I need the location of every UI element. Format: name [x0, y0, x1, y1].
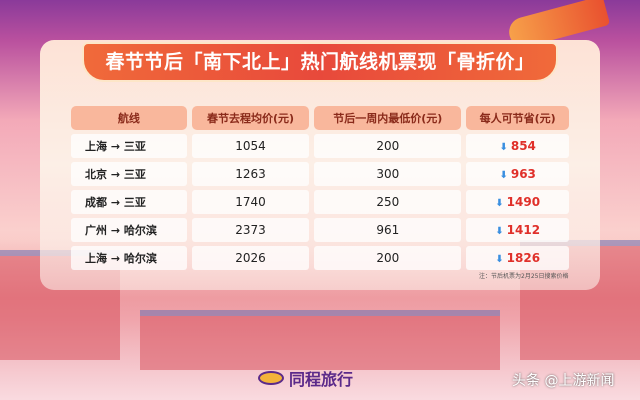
down-arrow-icon: ⬇ [499, 170, 508, 181]
route-cell: 上海 → 三亚 [71, 134, 187, 158]
route-cell: 北京 → 三亚 [71, 162, 187, 186]
lowest-price-cell: 200 [314, 134, 462, 158]
avg-price-cell: 1263 [191, 162, 310, 186]
lowest-price-cell: 300 [314, 162, 462, 186]
savings-value: 1826 [506, 251, 541, 265]
avg-price-cell: 1054 [191, 134, 310, 158]
table-row: 广州 → 哈尔滨 2373 961 ⬇ 1412 [71, 218, 569, 242]
savings-cell: ⬇ 1412 [466, 218, 569, 242]
price-table: 航线 春节去程均价(元) 节后一周内最低价(元) 每人可节省(元) 上海 → 三… [66, 102, 574, 274]
down-arrow-icon: ⬇ [495, 226, 504, 237]
page-title: 春节节后「南下北上」热门航线机票现「骨折价」 [82, 42, 558, 82]
avg-price-cell: 1740 [191, 190, 310, 214]
header-route: 航线 [71, 106, 187, 130]
lowest-price-cell: 200 [314, 246, 462, 270]
savings-value: 1490 [506, 195, 541, 209]
avg-price-cell: 2026 [191, 246, 310, 270]
savings-cell: ⬇ 1826 [466, 246, 569, 270]
down-arrow-icon: ⬇ [499, 142, 508, 153]
brand-logo: 同程旅行 [258, 366, 353, 390]
savings-cell: ⬇ 963 [466, 162, 569, 186]
table-row: 上海 → 哈尔滨 2026 200 ⬇ 1826 [71, 246, 569, 270]
lowest-price-cell: 961 [314, 218, 462, 242]
header-lowest-price: 节后一周内最低价(元) [314, 106, 462, 130]
down-arrow-icon: ⬇ [495, 254, 504, 265]
logo-icon [258, 371, 284, 385]
lowest-price-cell: 250 [314, 190, 462, 214]
avg-price-cell: 2373 [191, 218, 310, 242]
table-row: 北京 → 三亚 1263 300 ⬇ 963 [71, 162, 569, 186]
savings-value: 1412 [506, 223, 541, 237]
header-savings: 每人可节省(元) [466, 106, 569, 130]
brand-name: 同程旅行 [289, 370, 354, 389]
footnote: 注：节后机票为2月25日搜索价格 [479, 273, 569, 280]
watermark: 头条 @上游新闻 [512, 373, 615, 389]
header-avg-price: 春节去程均价(元) [191, 106, 310, 130]
route-cell: 上海 → 哈尔滨 [71, 246, 187, 270]
table-row: 上海 → 三亚 1054 200 ⬇ 854 [71, 134, 569, 158]
down-arrow-icon: ⬇ [495, 198, 504, 209]
table-row: 成都 → 三亚 1740 250 ⬇ 1490 [71, 190, 569, 214]
route-cell: 成都 → 三亚 [71, 190, 187, 214]
route-cell: 广州 → 哈尔滨 [71, 218, 187, 242]
savings-cell: ⬇ 854 [466, 134, 569, 158]
savings-value: 854 [510, 139, 536, 153]
savings-value: 963 [510, 167, 536, 181]
savings-cell: ⬇ 1490 [466, 190, 569, 214]
